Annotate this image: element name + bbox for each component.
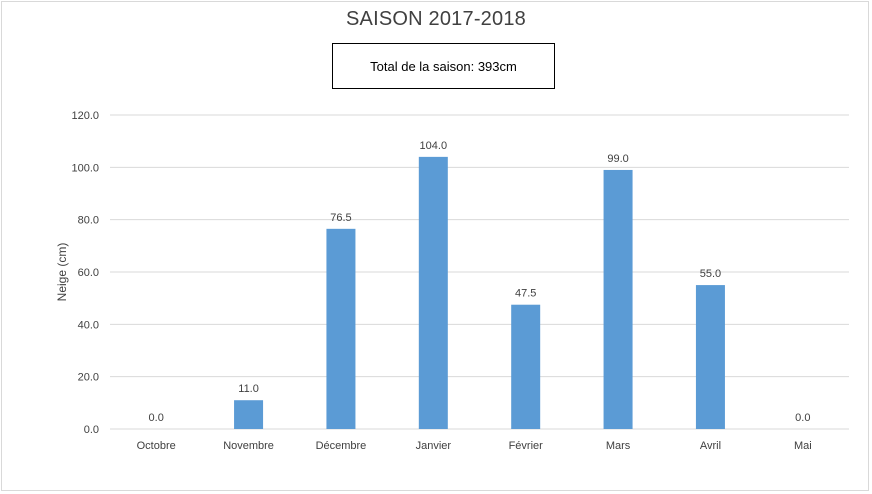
x-tick-label: Mai: [794, 440, 812, 452]
bar-décembre: [326, 228, 356, 429]
data-label: 0.0: [149, 412, 164, 424]
bar-avril: [695, 285, 725, 429]
data-label: 55.0: [700, 268, 721, 280]
y-tick-label: 20.0: [78, 372, 99, 384]
y-tick-label: 100.0: [71, 162, 99, 174]
data-labels: 0.0 11.0 76.5 104.0 47.5 99.0 55.0 0.0: [149, 140, 811, 424]
x-tick-label: Octobre: [137, 440, 176, 452]
bar-janvier: [418, 156, 448, 429]
y-tick-label: 80.0: [78, 215, 99, 227]
x-tick-label: Mars: [606, 440, 631, 452]
data-label: 47.5: [515, 288, 536, 300]
x-tick-label: Avril: [700, 440, 721, 452]
data-label: 0.0: [795, 412, 810, 424]
data-label: 104.0: [420, 140, 448, 152]
x-tick-label: Décembre: [316, 440, 367, 452]
season-total-text: Total de la saison: 393cm: [370, 58, 517, 74]
y-tick-label: 0.0: [84, 424, 99, 436]
data-label: 11.0: [238, 383, 259, 395]
x-tick-label: Novembre: [223, 440, 274, 452]
bar-novembre: [234, 400, 264, 429]
chart-title: SAISON 2017-2018: [346, 8, 526, 30]
y-axis-tick-labels: 0.0 20.0 40.0 60.0 80.0 100.0 120.0: [71, 110, 99, 436]
y-axis-title: Neige (cm): [55, 243, 69, 302]
x-axis-tick-labels: Octobre Novembre Décembre Janvier Février Mar…: [137, 440, 812, 452]
bar-mars: [603, 169, 633, 429]
gridlines: [110, 114, 849, 430]
y-tick-label: 60.0: [78, 267, 99, 279]
x-tick-label: Janvier: [416, 440, 452, 452]
x-tick-label: Février: [509, 440, 544, 452]
bar-février: [511, 304, 541, 429]
bars: [234, 156, 725, 429]
y-tick-label: 40.0: [78, 319, 99, 331]
season-total-box: Total de la saison: 393cm: [332, 43, 555, 89]
data-label: 76.5: [330, 212, 351, 224]
data-label: 99.0: [607, 153, 628, 165]
y-tick-label: 120.0: [71, 110, 99, 122]
